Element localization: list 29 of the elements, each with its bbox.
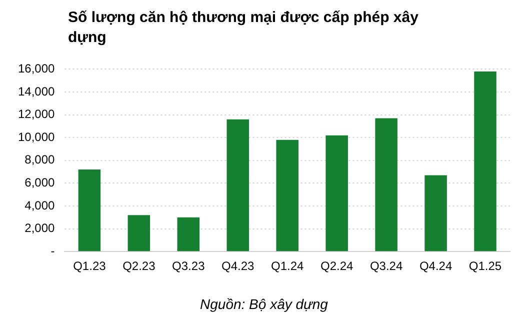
bar: [78, 170, 101, 252]
y-tick-label: 2,000: [24, 221, 56, 236]
y-tick-label: 8,000: [24, 152, 56, 167]
x-tick-label: Q1.24: [271, 259, 304, 274]
bar: [326, 135, 348, 252]
x-tick-label: Q3.23: [172, 259, 206, 274]
bar: [177, 217, 200, 252]
x-tick-label: Q1.25: [468, 259, 502, 274]
y-tick-label: 12,000: [18, 107, 56, 122]
y-tick-label: 6,000: [24, 176, 56, 190]
chart-title: Số lượng căn hộ thương mại được cấp phép xây dựng: [67, 8, 420, 48]
bar: [226, 119, 250, 252]
y-tick-label: 14,000: [18, 84, 56, 98]
x-tick-label: Q4.23: [222, 259, 255, 274]
y-tick-label: 10,000: [18, 130, 56, 144]
x-tick-label: Q2.23: [122, 259, 156, 274]
bar: [375, 118, 398, 252]
y-tick-label: 16,000: [18, 62, 56, 76]
bar: [128, 215, 150, 252]
x-tick-label: Q4.24: [419, 259, 452, 274]
y-tick-label: 4,000: [24, 198, 56, 212]
x-tick-label: Q3.24: [370, 259, 403, 274]
bar: [276, 140, 298, 252]
y-tick-label: -: [50, 244, 55, 258]
text: Nguồn: Bộ xây dựng: [199, 296, 329, 312]
bar: [474, 71, 496, 252]
x-tick-label: Q2.24: [320, 259, 354, 274]
x-tick-label: Q1.23: [73, 259, 106, 274]
bar: [424, 175, 447, 252]
